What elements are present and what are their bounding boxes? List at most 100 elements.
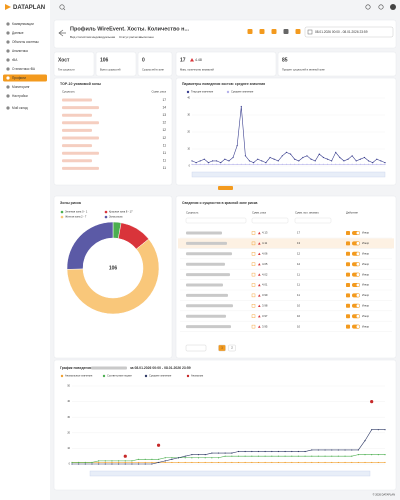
menu-item[interactable]: Профили (12, 76, 26, 80)
series-point (317, 449, 320, 451)
legend-label[interactable]: Соответствие норме (107, 374, 132, 378)
series-point (322, 163, 325, 165)
legend-label[interactable]: Аномальные значения (65, 374, 93, 378)
series-point (289, 153, 292, 155)
header-action[interactable] (283, 29, 289, 34)
menu-item[interactable]: Статистика rBA (12, 67, 36, 71)
menu-item[interactable]: Данные (12, 31, 24, 35)
zoom-slider[interactable] (191, 171, 386, 178)
series-point (384, 454, 386, 456)
header-action[interactable] (259, 29, 265, 34)
column-filter[interactable] (251, 217, 289, 224)
series-point (191, 461, 193, 464)
y-tick-label: 40 (187, 97, 190, 100)
header-action[interactable] (295, 29, 301, 34)
series-point (265, 162, 267, 164)
action-icon[interactable] (346, 262, 350, 267)
entity-icon (251, 262, 256, 266)
legend-label[interactable]: Аномалии (191, 374, 204, 378)
series-point (273, 158, 275, 160)
entity-name-blurred (186, 293, 228, 297)
notifications-icon[interactable] (378, 4, 384, 10)
series-point (98, 460, 100, 462)
legend-label[interactable]: Желтая зона 2 - 7 (65, 215, 87, 219)
legend-swatch (102, 374, 106, 378)
series-point (224, 455, 226, 457)
expand-button[interactable] (218, 186, 233, 190)
series-point (91, 463, 93, 465)
series-point (264, 450, 266, 453)
series-point (151, 458, 153, 460)
series-point (372, 163, 374, 165)
risk-arrow (258, 304, 261, 307)
series-point (118, 461, 120, 464)
legend-label[interactable]: Зона риска (109, 215, 123, 219)
series-point (367, 160, 370, 162)
page-button[interactable] (218, 344, 226, 352)
risk-value: 3.98 (262, 304, 268, 308)
menu-item[interactable]: rBA (12, 58, 18, 62)
entity-name-blurred (62, 159, 92, 163)
action-icon[interactable] (346, 241, 350, 246)
header-action[interactable] (271, 29, 277, 34)
search-icon[interactable] (59, 4, 65, 10)
menu-item[interactable]: Мой склад (12, 106, 28, 110)
zoom-slider[interactable] (89, 470, 371, 477)
menu-item[interactable]: Коммуникации (12, 22, 34, 26)
legend-label[interactable]: Среднее значение (149, 374, 172, 378)
legend-label[interactable]: Текущее значение (191, 90, 214, 94)
series-point (355, 160, 357, 162)
series-point (265, 163, 267, 165)
back-arrow[interactable] (58, 29, 66, 37)
action-icon[interactable] (346, 272, 350, 277)
series-point (364, 454, 366, 456)
y-tick-label: 30 (67, 416, 70, 419)
page-size-select[interactable] (185, 344, 207, 352)
series-point (131, 461, 133, 464)
series-point (104, 460, 106, 462)
header-action[interactable] (247, 29, 253, 34)
series-point (351, 449, 353, 451)
action-icon[interactable] (346, 324, 350, 329)
legend-label[interactable]: Среднее значение (231, 90, 254, 94)
menu-icon (6, 106, 10, 110)
page-button[interactable] (228, 344, 236, 352)
menu-item[interactable]: Мониторинг (12, 85, 31, 89)
legend-label[interactable]: Зеленая зона 0 - 1 (65, 210, 88, 214)
avatar[interactable] (390, 4, 396, 10)
risk-arrow (258, 263, 261, 266)
column-filter[interactable] (294, 217, 332, 224)
menu-item[interactable]: Настройки (12, 94, 28, 98)
legend-label[interactable]: Красная зона 8 - 17 (109, 210, 133, 214)
menu-item[interactable]: Объекты системы (12, 40, 39, 44)
series-point (164, 461, 166, 464)
series-point (197, 454, 200, 456)
series-point (317, 461, 320, 464)
delta-arrow (190, 58, 194, 62)
y-tick-label: 10 (67, 447, 70, 450)
page-number[interactable]: 2 (231, 346, 233, 350)
action-icon[interactable] (346, 314, 350, 319)
series-point (297, 450, 300, 453)
action-icon[interactable] (346, 231, 350, 235)
kpi-label: Тип сущности (58, 68, 75, 72)
date-picker[interactable] (304, 26, 394, 38)
series-point (372, 162, 374, 164)
top10-card (53, 77, 173, 186)
series-point (310, 158, 312, 160)
series-point (304, 455, 306, 457)
column-filter[interactable] (185, 217, 247, 224)
page-number[interactable]: 1 (221, 346, 223, 350)
menu-icon (6, 22, 10, 26)
kpi-value: Хост (58, 57, 70, 63)
action-icon[interactable] (346, 251, 350, 256)
favorite-icon[interactable] (365, 4, 371, 10)
action-icon[interactable] (346, 293, 350, 298)
series-point (339, 156, 341, 159)
action-icon[interactable] (346, 283, 350, 287)
menu-item[interactable]: Аналитика (12, 49, 28, 53)
action-icon[interactable] (346, 303, 350, 308)
series-point (291, 461, 293, 464)
series-point (244, 455, 246, 457)
series-point (294, 158, 296, 160)
